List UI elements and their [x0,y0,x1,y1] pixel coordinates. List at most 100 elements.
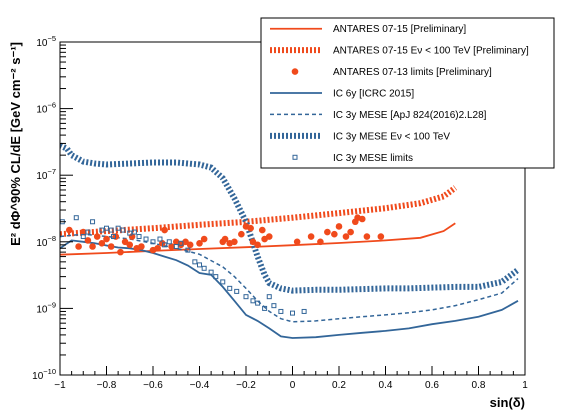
x-tick-label: 0.6 [425,380,439,391]
data-point [120,227,126,233]
data-point [157,236,163,242]
data-point [238,230,245,238]
data-point [79,228,87,236]
x-tick-label: −0.2 [236,380,256,391]
legend-item: ANTARES 07-15 Eν < 100 TeV [Preliminary] [270,46,529,57]
x-tick-label: 1 [522,380,528,391]
x-tick-label: −0.8 [97,380,117,391]
data-point [107,243,115,250]
legend-item: IC 6y [ICRC 2015] [270,89,414,100]
data-point [221,235,229,243]
data-point [136,234,142,240]
data-point [89,243,96,250]
x-tick-label: 0 [290,380,296,391]
data-point [247,224,254,232]
y-tick-label: 10−8 [36,234,56,249]
data-point [307,233,315,240]
data-point [73,215,79,221]
data-point [290,310,295,316]
data-point [150,239,156,245]
data-point [80,234,86,240]
data-point [192,259,198,265]
data-point [200,235,208,243]
legend-label: ANTARES 07-15 [Preliminary] [333,24,466,35]
legend-marker [291,68,299,75]
legend-label: ANTARES 07-15 Eν < 100 TeV [Preliminary] [333,46,529,57]
data-point [358,215,366,223]
series-antares-07-15-preliminary [60,222,456,256]
data-point [186,241,194,249]
x-tick-label: −0.4 [190,380,210,391]
data-point [166,239,172,245]
data-point [213,274,219,280]
data-point [98,239,106,247]
data-point [154,244,161,252]
legend-item: IC 3y MESE Eν < 100 TeV [270,131,450,142]
data-point [90,219,96,225]
data-point [185,247,191,253]
data-point [127,230,133,236]
data-point [317,238,324,246]
data-point [335,223,343,230]
data-point [243,294,249,300]
series-line [60,185,458,238]
legend-item: ANTARES 07-15 [Preliminary] [270,24,466,35]
x-tick-label: −0.6 [143,380,163,391]
data-point [103,235,110,243]
series-line [60,142,520,294]
series-layer [60,142,520,339]
legend-marker [292,154,298,160]
legend-label: ANTARES 07-13 limits [Preliminary] [333,67,492,78]
data-point [121,238,129,246]
data-point [131,229,137,235]
legend-label: IC 3y MESE [ApJ 824(2016)2.L28] [333,110,487,121]
data-point [293,238,301,246]
y-tick-label: 10−10 [32,367,56,382]
data-point [234,288,240,294]
data-point [377,233,385,240]
data-point [265,233,273,240]
data-point [278,308,284,314]
y-tick-label: 10−6 [36,101,56,116]
data-point [172,238,180,246]
data-point [162,242,168,248]
series-ic-3y-mese-limits [60,215,307,316]
data-point [271,303,277,309]
data-point [161,226,168,234]
legend-label: IC 6y [ICRC 2015] [333,89,414,100]
data-point [363,233,371,240]
series-antares-07-15-e-100-tev-preliminary [60,185,458,238]
series-line [60,233,519,323]
x-tick-label: 0.4 [379,380,393,391]
data-point [108,227,114,233]
axes-layer: −1 −0.8 −0.6 −0.4 −0.2 0 0.2 0.4 0.6 0.8 1 10−10 10−… [32,34,528,391]
series-line [60,239,519,339]
data-point [104,225,109,231]
legend-item: ANTARES 07-13 limits [Preliminary] [291,67,492,78]
data-point [266,294,272,300]
data-point [342,233,350,240]
data-point [301,308,307,314]
data-point [255,300,261,306]
series-ic-3y-mese-apj-824-2016-2-l28 [60,233,519,323]
data-point [250,298,256,304]
data-point [99,227,105,233]
x-axis-label: sin(δ) [490,395,525,410]
series-ic-6y-icrc-2015 [60,239,519,339]
series-line [60,222,456,256]
data-point [138,243,145,250]
series-antares-07-13-limits-preliminary [66,214,385,256]
data-point [117,248,124,256]
data-point [201,265,207,271]
data-point [331,230,338,238]
y-tick-label: 10−7 [36,167,56,182]
data-point [324,228,331,236]
data-point [231,238,238,246]
data-point [168,243,175,250]
x-tick-label: −1 [54,380,66,391]
data-point [258,226,266,234]
data-point [249,238,257,246]
data-point [347,228,354,236]
y-axis-label: E² dΦ^90% CL/dE [GeV cm⁻² s⁻¹] [8,42,23,246]
